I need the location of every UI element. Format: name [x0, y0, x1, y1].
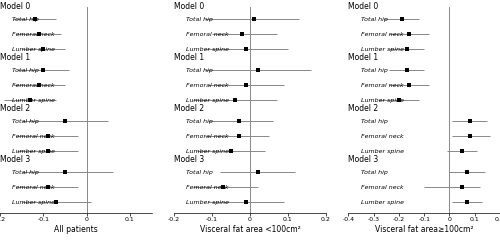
Text: Model 3: Model 3 [174, 155, 204, 164]
Text: Total hip: Total hip [360, 119, 388, 124]
Text: Femoral neck: Femoral neck [186, 185, 229, 190]
Text: Lumber spine: Lumber spine [12, 47, 55, 52]
Text: Lumber spine: Lumber spine [12, 200, 55, 205]
Text: Lumber spine: Lumber spine [186, 47, 230, 52]
Text: Lumber spine: Lumber spine [360, 98, 404, 103]
X-axis label: Visceral fat area <100cm²: Visceral fat area <100cm² [200, 225, 300, 234]
Text: Model 3: Model 3 [0, 155, 30, 164]
Text: Lumber spine: Lumber spine [12, 149, 55, 154]
Text: Femoral neck: Femoral neck [12, 32, 54, 37]
Text: Femoral neck: Femoral neck [360, 134, 403, 139]
Text: Total hip: Total hip [12, 17, 39, 22]
Text: Femoral neck: Femoral neck [360, 185, 403, 190]
Text: Total hip: Total hip [186, 17, 213, 22]
Text: Model 0: Model 0 [174, 2, 204, 11]
Text: Lumber spine: Lumber spine [12, 98, 55, 103]
Text: Femoral neck: Femoral neck [360, 32, 403, 37]
Text: Femoral neck: Femoral neck [12, 134, 54, 139]
Text: Lumber spine: Lumber spine [360, 47, 404, 52]
Text: Model 2: Model 2 [174, 104, 204, 113]
Text: Lumber spine: Lumber spine [360, 200, 404, 205]
X-axis label: Visceral fat area≥100cm²: Visceral fat area≥100cm² [375, 225, 474, 234]
Text: Total hip: Total hip [360, 68, 388, 73]
Text: Total hip: Total hip [186, 170, 213, 175]
Text: Lumber spine: Lumber spine [186, 149, 230, 154]
Text: Model 3: Model 3 [348, 155, 378, 164]
Text: Model 2: Model 2 [0, 104, 30, 113]
Text: Total hip: Total hip [186, 68, 213, 73]
Text: Lumber spine: Lumber spine [186, 200, 230, 205]
Text: Lumber spine: Lumber spine [360, 149, 404, 154]
Text: Femoral neck: Femoral neck [186, 32, 229, 37]
Text: Femoral neck: Femoral neck [12, 185, 54, 190]
Text: Total hip: Total hip [360, 17, 388, 22]
Text: Model 0: Model 0 [0, 2, 30, 11]
Text: Total hip: Total hip [186, 119, 213, 124]
Text: Femoral neck: Femoral neck [360, 83, 403, 88]
Text: Lumber spine: Lumber spine [186, 98, 230, 103]
Text: Model 2: Model 2 [348, 104, 378, 113]
Text: Model 1: Model 1 [0, 53, 30, 62]
Text: Total hip: Total hip [12, 170, 39, 175]
X-axis label: All patients: All patients [54, 225, 98, 234]
Text: Model 1: Model 1 [348, 53, 378, 62]
Text: Femoral neck: Femoral neck [12, 83, 54, 88]
Text: Model 0: Model 0 [348, 2, 378, 11]
Text: Total hip: Total hip [12, 68, 39, 73]
Text: Total hip: Total hip [360, 170, 388, 175]
Text: Model 1: Model 1 [174, 53, 204, 62]
Text: Femoral neck: Femoral neck [186, 134, 229, 139]
Text: Femoral neck: Femoral neck [186, 83, 229, 88]
Text: Total hip: Total hip [12, 119, 39, 124]
